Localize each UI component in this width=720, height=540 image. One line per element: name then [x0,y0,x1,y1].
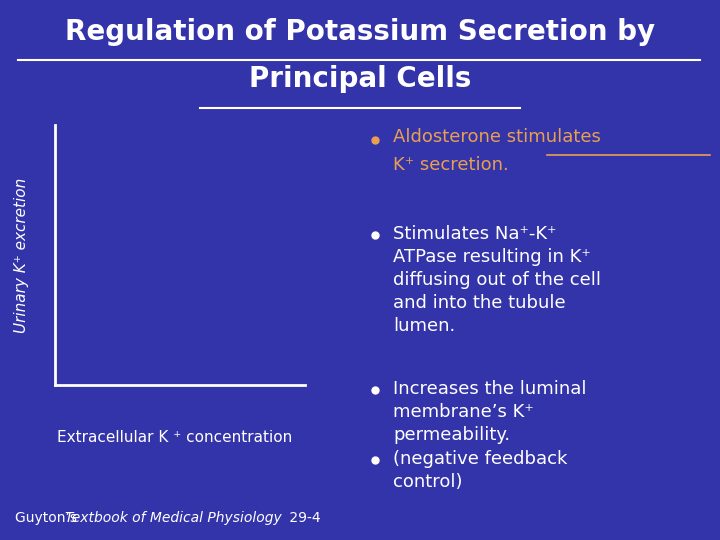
Text: (negative feedback
control): (negative feedback control) [393,450,567,491]
Text: Aldosterone stimulates: Aldosterone stimulates [393,128,601,146]
Text: Textbook of Medical Physiology: Textbook of Medical Physiology [65,511,282,525]
Text: Extracellular K ⁺ concentration: Extracellular K ⁺ concentration [58,430,292,445]
Text: Increases the luminal
membrane’s K⁺
permeability.: Increases the luminal membrane’s K⁺ perm… [393,380,587,444]
Text: Regulation of Potassium Secretion by: Regulation of Potassium Secretion by [65,18,655,46]
Text: Principal Cells: Principal Cells [249,65,471,93]
Text: 29-4: 29-4 [285,511,320,525]
Text: K⁺ secretion.: K⁺ secretion. [393,156,509,174]
Text: Guyton’s: Guyton’s [15,511,81,525]
Text: Urinary K⁺ excretion: Urinary K⁺ excretion [14,177,30,333]
Text: Stimulates Na⁺-K⁺
ATPase resulting in K⁺
diffusing out of the cell
and into the : Stimulates Na⁺-K⁺ ATPase resulting in K⁺… [393,225,601,335]
